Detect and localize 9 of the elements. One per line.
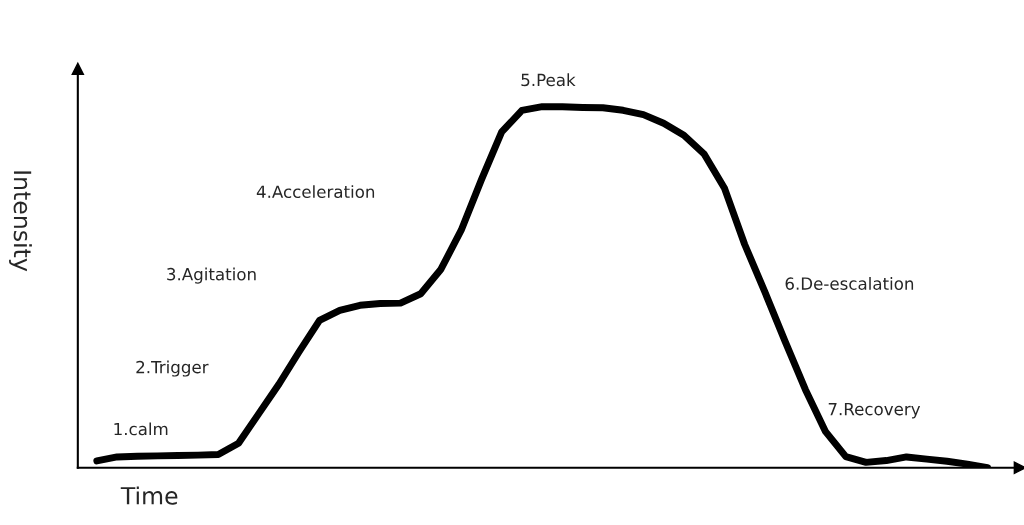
annotation: 7.Recovery bbox=[828, 403, 921, 419]
annotation: 2.Trigger bbox=[136, 360, 209, 377]
annotation: 1.calm bbox=[114, 422, 168, 436]
annotation: 6.De-escalation bbox=[785, 277, 914, 290]
annotation: 4.Acceleration bbox=[256, 185, 375, 199]
y-axis-title: Intensity bbox=[9, 171, 32, 272]
text: 5.Peak bbox=[521, 73, 576, 87]
annotation: 3.Agitation bbox=[167, 267, 256, 284]
x-axis-title: Time bbox=[120, 486, 178, 505]
